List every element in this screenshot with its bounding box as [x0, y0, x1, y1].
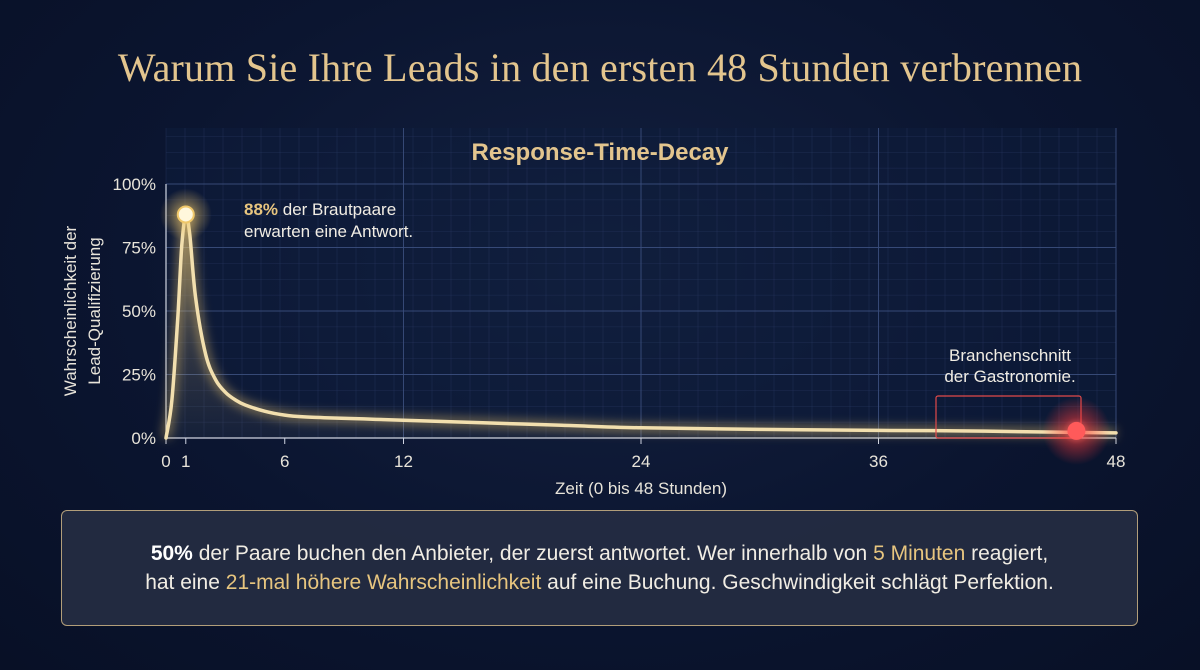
- y-tick-label: 25%: [122, 366, 156, 385]
- x-axis-ticks: 0 1 6 12 24 36 48: [161, 438, 1125, 471]
- y-tick-label: 0%: [131, 429, 156, 448]
- peak-annotation-text: der Brautpaare: [278, 200, 396, 219]
- x-tick-label: 6: [280, 452, 289, 471]
- y-axis-ticks: 0% 25% 50% 75% 100%: [113, 175, 156, 448]
- y-tick-label: 75%: [122, 239, 156, 258]
- callout-text: auf eine Buchung. Geschwindigkeit schläg…: [541, 571, 1054, 594]
- y-axis-title: Wahrscheinlichkeit der Lead-Qualifizierun…: [61, 225, 104, 396]
- x-tick-label: 24: [632, 452, 651, 471]
- callout-text: hat eine: [145, 571, 226, 594]
- insight-callout: 50% der Paare buchen den Anbieter, der z…: [61, 510, 1138, 626]
- callout-line-1: 50% der Paare buchen den Anbieter, der z…: [151, 539, 1048, 568]
- peak-annotation-line: erwarten eine Antwort.: [244, 222, 413, 241]
- chart-title: Response-Time-Decay: [472, 139, 730, 166]
- callout-highlight: 5 Minuten: [873, 542, 966, 565]
- x-tick-label: 12: [394, 452, 413, 471]
- callout-highlight: 21-mal höhere Wahrscheinlichkeit: [225, 571, 542, 594]
- industry-annotation-line: Branchenschnitt: [949, 346, 1071, 365]
- x-tick-label: 36: [869, 452, 888, 471]
- industry-point: [1067, 421, 1086, 440]
- x-axis-title: Zeit (0 bis 48 Stunden): [555, 479, 727, 498]
- industry-annotation-line: der Gastronomie.: [944, 367, 1075, 386]
- decay-area: [166, 214, 1116, 438]
- y-axis-title-line: Lead-Qualifizierung: [85, 237, 104, 384]
- callout-stat: 50%: [150, 542, 193, 565]
- peak-annotation-highlight: 88%: [244, 200, 278, 219]
- callout-text: reagiert,: [965, 542, 1049, 565]
- x-tick-label: 1: [181, 452, 190, 471]
- y-tick-label: 100%: [113, 175, 156, 194]
- annotations: 88% der Brautpaare erwarten eine Antwort.…: [159, 188, 1111, 465]
- y-axis-title-line: Wahrscheinlichkeit der: [61, 225, 80, 396]
- peak-annotation-line: 88% der Brautpaare: [244, 200, 396, 219]
- callout-line-2: hat eine 21-mal höhere Wahrscheinlichkei…: [145, 568, 1054, 597]
- peak-point: [176, 205, 195, 224]
- page-title: Warum Sie Ihre Leads in den ersten 48 St…: [117, 45, 1083, 90]
- callout-text: der Paare buchen den Anbieter, der zuers…: [192, 542, 874, 565]
- x-tick-label: 48: [1107, 452, 1126, 471]
- y-tick-label: 50%: [122, 302, 156, 321]
- x-tick-label: 0: [161, 452, 170, 471]
